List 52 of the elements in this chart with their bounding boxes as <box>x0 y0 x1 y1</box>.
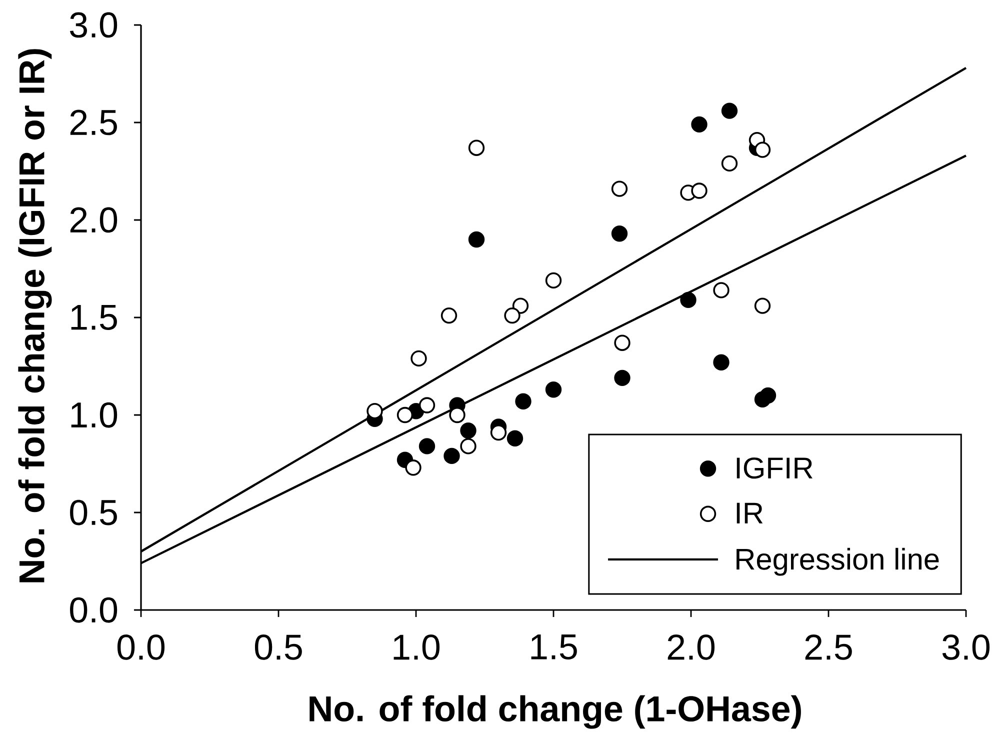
point <box>396 406 414 424</box>
point <box>468 231 485 248</box>
point <box>545 382 562 398</box>
legend-label: IGFIR <box>736 457 812 479</box>
y-tick-label: 2.5 <box>70 110 117 136</box>
point <box>460 438 476 454</box>
point <box>515 393 532 410</box>
point <box>754 142 771 158</box>
y-axis-title: No. of fold change (IGFIR or IR) <box>18 49 52 582</box>
point <box>721 102 738 119</box>
point <box>418 397 436 414</box>
point <box>366 403 383 420</box>
point <box>713 354 730 370</box>
x-tick-label: 0.0 <box>117 634 165 660</box>
point <box>691 182 708 199</box>
point <box>614 370 630 386</box>
y-tick-label: 1.5 <box>71 304 117 330</box>
point <box>691 116 708 133</box>
point <box>504 307 520 324</box>
point <box>449 406 466 424</box>
point <box>410 350 427 367</box>
point <box>440 307 458 324</box>
y-tick-label: 0.0 <box>70 597 118 623</box>
point <box>611 180 628 197</box>
legend-label: Regression line <box>736 548 939 576</box>
y-tick-label: 3.0 <box>70 12 118 38</box>
point <box>490 424 507 441</box>
y-tick-label: 2.0 <box>70 207 118 233</box>
x-tick-label: 0.5 <box>254 634 302 660</box>
x-tick-label: 2.0 <box>668 634 715 660</box>
point <box>460 422 476 439</box>
x-tick-label: 2.5 <box>805 634 852 660</box>
point <box>405 460 422 476</box>
point <box>680 292 696 308</box>
point <box>418 438 436 454</box>
y-tick-label: 1.0 <box>71 402 118 428</box>
point <box>444 448 460 464</box>
legend-label: IR <box>736 502 763 524</box>
x-tick-label: 1.0 <box>394 634 440 660</box>
point <box>713 282 730 298</box>
point <box>468 140 485 156</box>
point <box>611 226 628 242</box>
point <box>545 272 562 289</box>
y-tick-label: 0.5 <box>70 500 117 526</box>
point <box>754 298 771 314</box>
point <box>760 387 776 404</box>
x-axis-title: No. of fold change (1-OHase) <box>310 695 801 729</box>
point <box>506 430 524 446</box>
x-tick-label: 1.5 <box>531 634 577 660</box>
x-tick-label: 3.0 <box>942 634 990 660</box>
point <box>721 155 738 172</box>
point <box>614 334 630 351</box>
